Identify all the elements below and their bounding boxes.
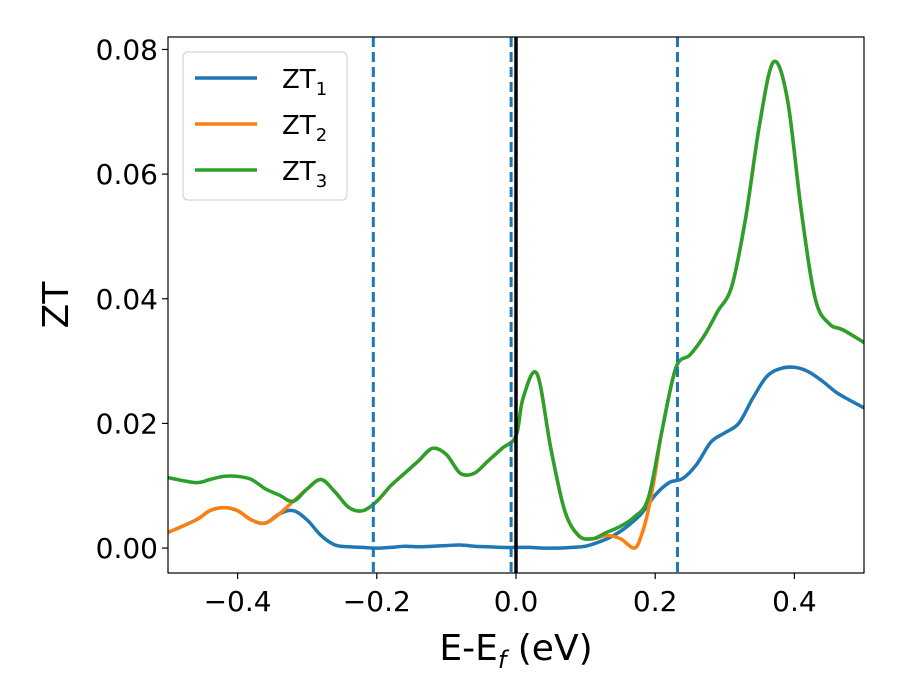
series-line-zt1 <box>168 365 864 550</box>
legend-box <box>182 51 348 201</box>
x-tick-label: −0.4 <box>204 585 272 618</box>
y-tick-label: 0.02 <box>96 407 158 440</box>
y-tick-label: 0.08 <box>96 33 158 66</box>
x-axis-title-unit: (eV) <box>506 628 592 669</box>
y-tick-label: 0.06 <box>96 158 158 191</box>
y-tick-label: 0.04 <box>96 283 158 316</box>
x-tick-label: 0.2 <box>633 585 678 618</box>
y-tick-label: 0.00 <box>96 532 158 565</box>
legend-label-zt1: ZT1 <box>282 65 327 100</box>
legend-items: ZT1 ZT2 ZT3 <box>195 65 327 192</box>
legend-label-zt2: ZT2 <box>282 111 327 146</box>
plot-area <box>168 37 864 573</box>
x-tick-label: 0.4 <box>772 585 817 618</box>
x-tick-label: 0.0 <box>494 585 539 618</box>
x-axis-title-main: E-E <box>439 628 497 669</box>
y-axis-title: ZT <box>36 281 77 329</box>
series-line-zt3 <box>168 59 864 541</box>
x-tick-label: −0.2 <box>343 585 411 618</box>
legend: ZT1 ZT2 ZT3 <box>182 51 348 201</box>
axis-ticks: −0.4 −0.2 0.0 0.2 0.4 0.00 0.02 0.04 0.06 0.08 <box>96 33 817 618</box>
legend-label-zt3: ZT3 <box>282 157 327 192</box>
x-axis-title: E-Ef (eV) <box>439 628 592 674</box>
